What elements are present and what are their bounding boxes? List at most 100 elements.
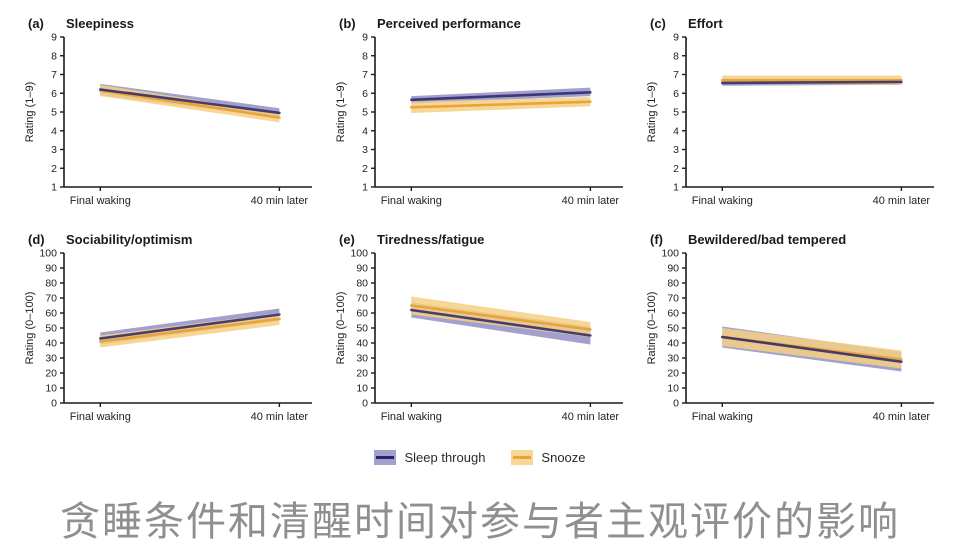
panel-header: (a) Sleepiness: [20, 16, 328, 31]
y-tick-label: 9: [51, 32, 57, 44]
y-tick-label: 2: [51, 163, 57, 175]
y-axis-label: Rating (1–9): [24, 82, 36, 143]
panel-header: (d) Sociability/optimism: [20, 232, 328, 247]
panel-label: (c): [650, 16, 666, 31]
chart-panel: (b) Perceived performance 1 2 3 4 5 6 7 8 9 Final w…: [331, 12, 639, 222]
y-tick-label: 50: [45, 323, 57, 335]
y-tick-label: 4: [673, 125, 679, 137]
y-tick-label: 3: [51, 144, 57, 156]
x-tick-label: 40 min later: [562, 411, 620, 423]
series-line-sleep-through: [410, 91, 592, 102]
series-line-snooze: [99, 317, 281, 343]
y-tick-label: 50: [667, 323, 679, 335]
y-tick-label: 10: [667, 383, 679, 395]
x-tick-label: Final waking: [692, 195, 753, 207]
y-tick-label: 5: [673, 107, 679, 119]
legend-item: Snooze: [511, 450, 586, 465]
panel-label: (f): [650, 232, 663, 247]
y-tick-label: 0: [51, 398, 57, 410]
y-tick-label: 70: [667, 293, 679, 305]
panel-plot: 0 10 20 30 40 50 60 70 80 90 100 Final waking 40 min…: [24, 248, 312, 423]
y-tick-label: 2: [362, 163, 368, 175]
y-axis-label: Rating (0–100): [24, 292, 36, 365]
y-tick-label: 9: [673, 32, 679, 44]
chart-panel: (c) Effort 1 2 3 4 5 6 7 8 9 Final waking 40 min lat…: [642, 12, 950, 222]
y-tick-label: 40: [667, 338, 679, 350]
chart-legend: Sleep through Snooze: [0, 448, 960, 467]
panel-title: Sleepiness: [66, 16, 134, 31]
series-line-sleep-through: [99, 313, 281, 340]
y-tick-label: 10: [45, 383, 57, 395]
panel-grid: (a) Sleepiness 1 2 3 4 5 6 7 8 9 Final waking 40 min…: [20, 12, 950, 438]
series-line-snooze: [410, 304, 592, 331]
y-tick-label: 1: [51, 182, 57, 194]
panel-plot: 1 2 3 4 5 6 7 8 9 Final waking 40 min later Rating …: [335, 32, 623, 207]
y-tick-label: 8: [673, 50, 679, 62]
y-axis-label: Rating (0–100): [646, 292, 658, 365]
y-tick-label: 3: [362, 144, 368, 156]
x-tick-label: Final waking: [381, 195, 442, 207]
y-tick-label: 20: [356, 368, 368, 380]
y-tick-label: 30: [667, 353, 679, 365]
y-axis-label: Rating (1–9): [646, 82, 658, 143]
y-tick-label: 100: [350, 248, 368, 260]
y-tick-label: 40: [45, 338, 57, 350]
y-tick-label: 90: [356, 263, 368, 275]
panel-plot: 0 10 20 30 40 50 60 70 80 90 100 Final waking 40 min…: [335, 248, 623, 423]
series-line-sleep-through: [410, 308, 592, 337]
panel-label: (a): [28, 16, 44, 31]
y-tick-label: 60: [667, 308, 679, 320]
y-tick-label: 1: [673, 182, 679, 194]
y-tick-label: 50: [356, 323, 368, 335]
y-tick-label: 10: [356, 383, 368, 395]
y-tick-label: 7: [362, 69, 368, 81]
y-tick-label: 0: [673, 398, 679, 410]
y-tick-label: 80: [667, 278, 679, 290]
y-axis-label: Rating (0–100): [335, 292, 347, 365]
series-line-sleep-through: [99, 88, 281, 115]
series-line-sleep-through: [721, 335, 903, 364]
x-tick-label: 40 min later: [873, 195, 931, 207]
y-tick-label: 6: [51, 88, 57, 100]
x-tick-label: 40 min later: [873, 411, 931, 423]
y-tick-label: 30: [356, 353, 368, 365]
x-tick-label: 40 min later: [251, 195, 309, 207]
panel-title: Sociability/optimism: [66, 232, 193, 247]
y-tick-label: 20: [667, 368, 679, 380]
panel-plot: 1 2 3 4 5 6 7 8 9 Final waking 40 min later Rating …: [646, 32, 934, 207]
legend-label: Snooze: [541, 450, 586, 465]
panel-header: (e) Tiredness/fatigue: [331, 232, 639, 247]
y-tick-label: 8: [51, 50, 57, 62]
y-tick-label: 4: [51, 125, 57, 137]
y-tick-label: 5: [51, 107, 57, 119]
x-tick-label: Final waking: [692, 411, 753, 423]
y-tick-label: 0: [362, 398, 368, 410]
legend-swatch-icon: [374, 450, 397, 465]
legend-item: Sleep through: [374, 450, 485, 465]
panel-title: Perceived performance: [377, 16, 521, 31]
panel-label: (e): [339, 232, 355, 247]
y-tick-label: 80: [356, 278, 368, 290]
y-tick-label: 7: [51, 69, 57, 81]
y-tick-label: 1: [362, 182, 368, 194]
y-tick-label: 60: [356, 308, 368, 320]
x-tick-label: Final waking: [381, 411, 442, 423]
y-tick-label: 30: [45, 353, 57, 365]
y-tick-label: 80: [45, 278, 57, 290]
x-tick-label: 40 min later: [251, 411, 309, 423]
y-tick-label: 90: [45, 263, 57, 275]
y-tick-label: 100: [39, 248, 57, 260]
x-tick-label: Final waking: [70, 195, 131, 207]
panel-header: (c) Effort: [642, 16, 950, 31]
y-tick-label: 2: [673, 163, 679, 175]
series-line-snooze: [99, 89, 281, 119]
legend-swatch-icon: [511, 450, 534, 465]
panel-label: (b): [339, 16, 356, 31]
y-tick-label: 4: [362, 125, 368, 137]
panel-header: (b) Perceived performance: [331, 16, 639, 31]
x-tick-label: 40 min later: [562, 195, 620, 207]
y-tick-label: 8: [362, 50, 368, 62]
chart-panel: (a) Sleepiness 1 2 3 4 5 6 7 8 9 Final waking 40 min…: [20, 12, 328, 222]
y-tick-label: 90: [667, 263, 679, 275]
chart-panel: (e) Tiredness/fatigue 0 10 20 30 40 50 60 70 80 90 1…: [331, 228, 639, 438]
